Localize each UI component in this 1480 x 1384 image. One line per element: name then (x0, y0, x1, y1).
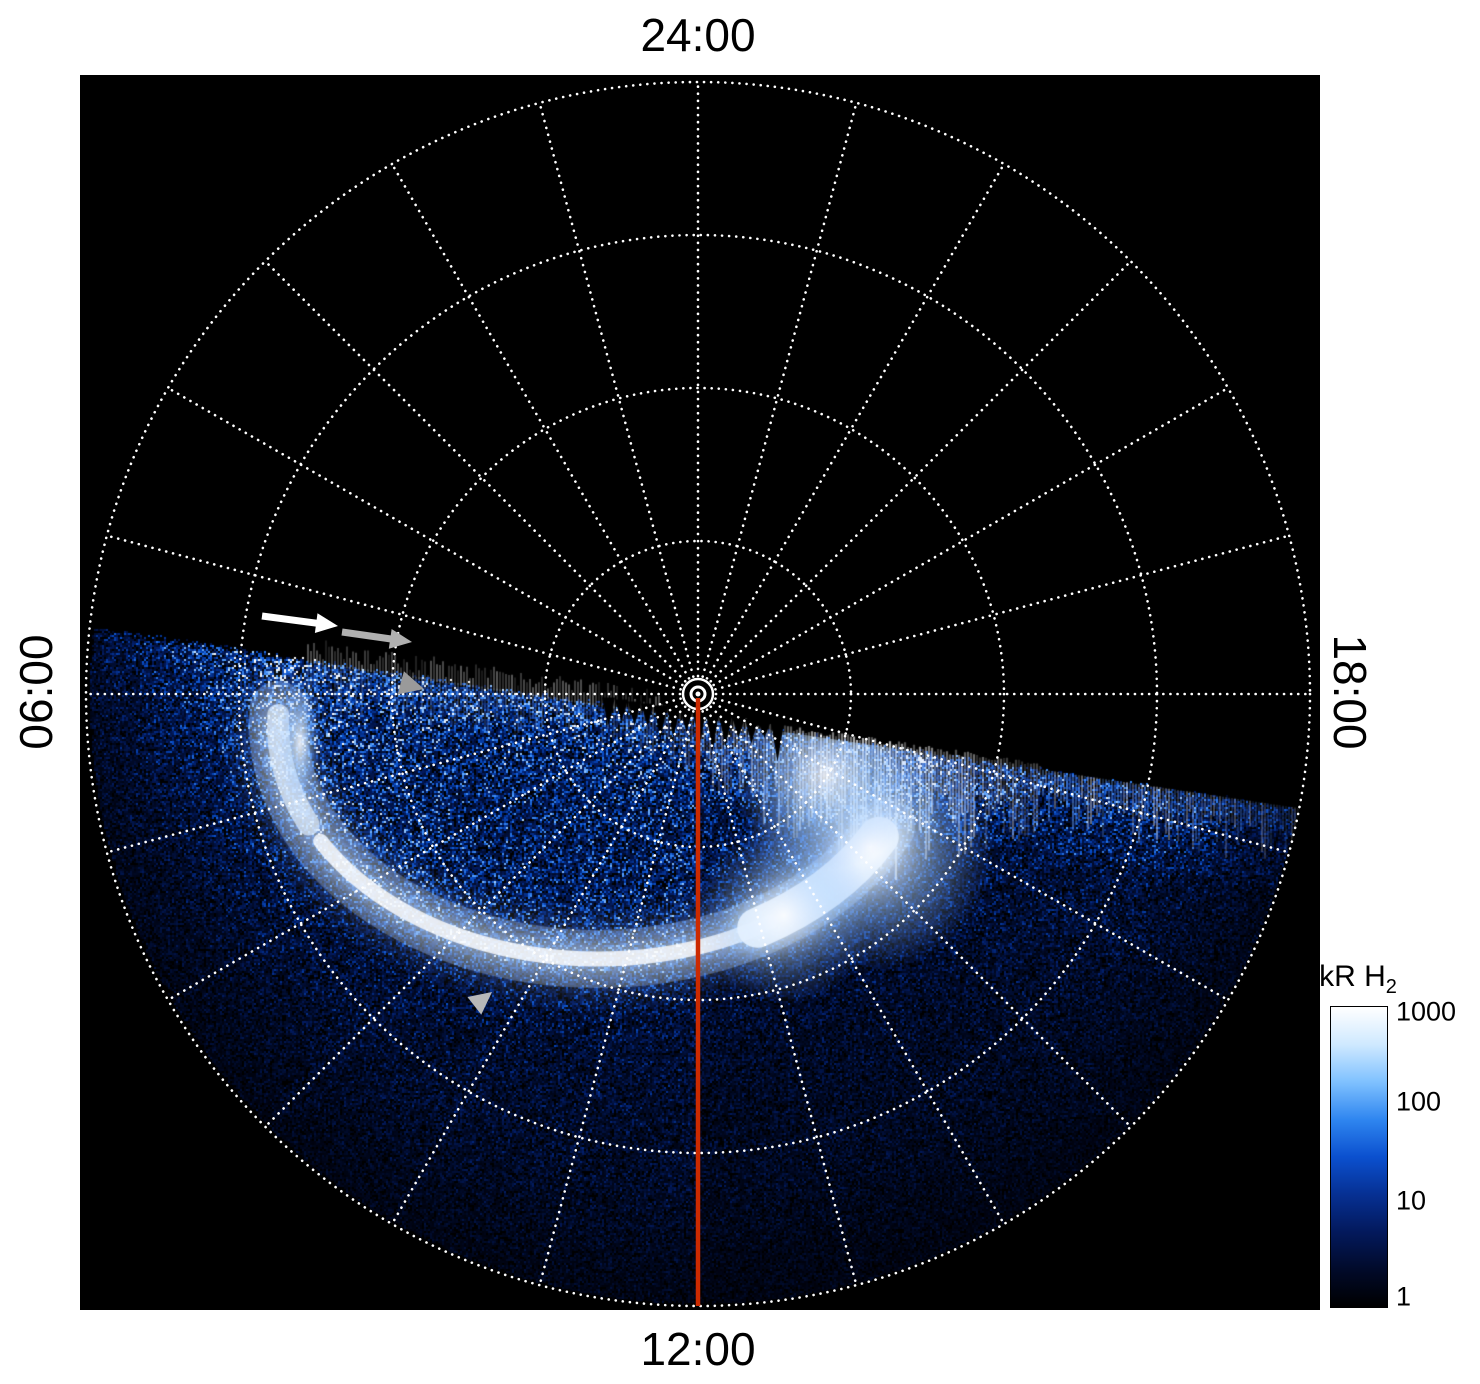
colorbar-ticks: 1000 100 10 1 (1396, 997, 1476, 1312)
colorbar-title-text: kR H (1319, 960, 1386, 993)
local-time-label-1200: 12:00 (640, 1323, 756, 1375)
colorbar-tick-1: 1 (1396, 1281, 1412, 1312)
local-time-label-0600: 06:00 (10, 634, 62, 750)
grid-overlay (84, 80, 1312, 1308)
colorbar-title: kR H2 (1319, 960, 1397, 999)
colorbar-tick-100: 100 (1396, 1086, 1442, 1117)
polar-plot-area (80, 75, 1320, 1310)
colorbar-title-subscript: 2 (1385, 976, 1397, 998)
colorbar-tick-10: 10 (1396, 1185, 1427, 1216)
colorbar-gradient-bar (1330, 1006, 1388, 1308)
colorbar-tick-1000: 1000 (1396, 996, 1457, 1027)
local-time-label-1800: 18:00 (1324, 634, 1376, 750)
local-time-label-2400: 24:00 (640, 9, 756, 61)
